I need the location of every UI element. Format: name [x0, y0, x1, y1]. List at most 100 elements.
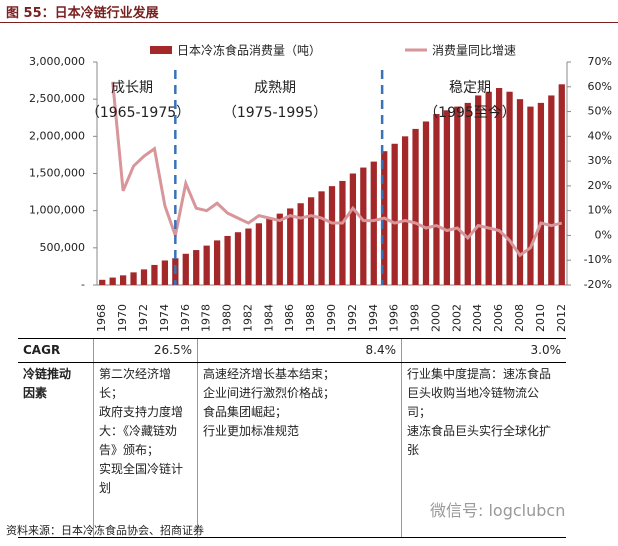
- bar: [506, 91, 513, 285]
- table-item: 速冻食品巨头实行全球化扩张: [407, 424, 552, 457]
- period-label: （1995至今）: [424, 105, 516, 121]
- table-cell: 8.4%: [197, 338, 402, 363]
- bar: [224, 235, 231, 285]
- table-cell: 第二次经济增长； 政府支持力度增大：《冷藏链劝告》颁布； 实现全国冷链计划: [93, 362, 198, 538]
- bar: [203, 245, 210, 285]
- table-cell: 行业集中度提高：速冻食品巨头收购当地冷链物流公司； 速冻食品巨头实行全球化扩张: [401, 362, 566, 538]
- x-tick-label: 1982: [241, 304, 254, 332]
- bar: [161, 260, 169, 285]
- period-label: 稳定期: [449, 80, 491, 96]
- table-cell: 高速经济增长基本结束； 企业间进行激烈价格战； 食品集团崛起； 行业更加标准规范: [197, 362, 402, 538]
- bar: [318, 191, 325, 285]
- table-item: 政府支持力度增大：《冷藏链劝告》颁布；: [99, 405, 184, 457]
- y-tick-label: 3,000,000: [29, 55, 85, 68]
- x-tick-label: 2012: [555, 304, 568, 332]
- bar: [339, 180, 346, 285]
- figure-title: 图 55：日本冷链行业发展: [6, 6, 159, 21]
- x-tick-label: 1976: [179, 304, 192, 332]
- x-tick-label: 1972: [137, 304, 150, 332]
- title-rule: [0, 22, 618, 23]
- table-row: CAGR 26.5% 8.4% 3.0%: [18, 338, 566, 363]
- y2-tick-label: 0%: [595, 228, 612, 241]
- table-row: 冷链推动因素 第二次经济增长； 政府支持力度增大：《冷藏链劝告》颁布； 实现全国冷链…: [18, 362, 566, 538]
- bar: [266, 218, 273, 285]
- period-label: （1975-1995）: [223, 105, 327, 121]
- y2-tick-label: -20%: [584, 278, 612, 291]
- table-cell: 3.0%: [401, 338, 566, 363]
- bar: [109, 277, 116, 285]
- y2-tick-label: 50%: [588, 105, 612, 118]
- y2-tick-label: -10%: [584, 253, 612, 266]
- y-tick-label: -: [81, 278, 85, 291]
- bar: [140, 269, 148, 285]
- chart: - 500,000 1,000,000 1,500,000 2,000,000 2,500…: [29, 43, 612, 333]
- bar: [527, 106, 534, 285]
- bar: [516, 99, 524, 286]
- legend-label: 消费量同比增速: [432, 44, 516, 58]
- bar: [422, 121, 430, 285]
- y2-tick-label: 20%: [588, 179, 612, 192]
- table-item: 高速经济增长基本结束；: [203, 367, 336, 381]
- x-tick-label: 1984: [262, 304, 275, 332]
- bar: [287, 208, 294, 285]
- source-note: 资料来源：日本冷冻食品协会、招商证券: [6, 524, 204, 537]
- bar: [401, 136, 409, 285]
- x-tick-label: 1968: [95, 304, 108, 332]
- x-tick-label: 1974: [158, 304, 171, 332]
- x-tick-label: 2010: [534, 304, 547, 332]
- x-tick-label: 2006: [492, 304, 505, 332]
- x-tick-label: 2008: [513, 304, 526, 332]
- table-item: 行业更加标准规范: [203, 424, 300, 438]
- bar: [349, 173, 357, 285]
- x-tick-label: 1998: [409, 304, 422, 332]
- cagr-table: CAGR 26.5% 8.4% 3.0% 冷链推动因素 第二次经济增长； 政府支持…: [18, 338, 566, 538]
- bar: [151, 264, 158, 285]
- bar: [360, 167, 367, 285]
- table-item: 第二次经济增长；: [99, 367, 172, 400]
- bar: [454, 106, 461, 285]
- x-tick-label: 2000: [429, 304, 442, 332]
- x-tick-label: 1980: [221, 304, 234, 332]
- y2-tick-label: 60%: [588, 80, 612, 93]
- bar: [130, 272, 137, 285]
- x-tick-label: 1970: [116, 304, 129, 332]
- x-tick-label: 2004: [471, 304, 484, 332]
- bar: [475, 95, 482, 285]
- bar: [433, 114, 440, 286]
- bar: [370, 161, 377, 285]
- bar: [443, 110, 451, 285]
- legend-swatch: [150, 46, 172, 54]
- bar: [548, 95, 555, 285]
- bar: [537, 102, 545, 285]
- x-tick-label: 1992: [346, 304, 359, 332]
- y-tick-label: 500,000: [40, 241, 86, 254]
- x-tick-label: 1990: [325, 304, 338, 332]
- table-cell: CAGR: [18, 338, 94, 363]
- bar: [119, 275, 127, 285]
- x-tick-label: 1996: [388, 304, 401, 332]
- period-label: 成长期: [111, 80, 153, 96]
- bar: [276, 213, 283, 285]
- table-item: 企业间进行激烈价格战；: [203, 386, 336, 400]
- y-tick-label: 2,000,000: [29, 129, 85, 142]
- bar: [558, 84, 565, 285]
- y-tick-label: 2,500,000: [29, 92, 85, 105]
- bar: [245, 228, 252, 285]
- bar: [255, 223, 263, 285]
- table-cell: 冷链推动因素: [18, 362, 94, 538]
- bar: [412, 128, 419, 285]
- x-tick-label: 1978: [200, 304, 213, 332]
- watermark: 微信号: logclubcn: [430, 501, 566, 520]
- x-tick-label: 2002: [450, 304, 463, 332]
- bar: [99, 279, 106, 285]
- table-item: 实现全国冷链计划: [99, 462, 184, 495]
- x-tick-label: 1986: [283, 304, 296, 332]
- table-item: 行业集中度提高：速冻食品巨头收购当地冷链物流公司；: [407, 367, 552, 419]
- bar: [182, 253, 189, 285]
- bar: [234, 232, 242, 285]
- x-tick-label: 1994: [367, 304, 380, 332]
- bar: [307, 197, 315, 285]
- bar: [485, 91, 492, 285]
- y-tick-label: 1,500,000: [29, 167, 85, 180]
